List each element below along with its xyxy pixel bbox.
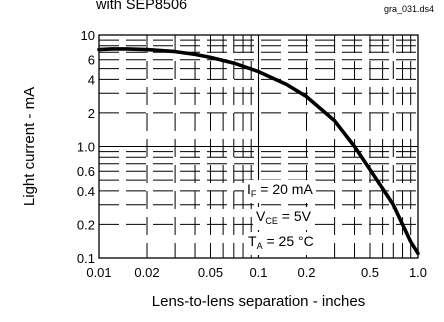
x-tick-label: 0.5 <box>361 265 379 280</box>
x-tick-label: 0.05 <box>198 265 223 280</box>
y-axis-label: Light current - mA <box>21 87 38 206</box>
y-tick-label: 0.2 <box>77 217 95 232</box>
x-axis-label: Lens-to-lens separation - inches <box>152 293 365 310</box>
x-tick-label: 0.02 <box>134 265 159 280</box>
y-tick-label: 0.1 <box>77 251 95 266</box>
x-tick-label: 0.01 <box>86 265 111 280</box>
y-tick-label: 4 <box>88 72 95 87</box>
y-tick-label: 2 <box>88 106 95 121</box>
annotation-ambient-temperature: TA = 25 °C <box>245 232 317 255</box>
x-tick-label: 0.1 <box>249 265 267 280</box>
y-tick-label: 6 <box>88 53 95 68</box>
y-tick-label: 1.0 <box>77 140 95 155</box>
y-tick-label: 10 <box>81 28 95 43</box>
annotation-forward-current: IF = 20 mA <box>244 180 316 203</box>
y-tick-label: 0.4 <box>77 184 95 199</box>
x-tick-label: 0.2 <box>297 265 315 280</box>
y-tick-label: 0.6 <box>77 164 95 179</box>
x-tick-label: 1.0 <box>409 265 427 280</box>
annotation-collector-voltage: VCE = 5V <box>253 207 314 230</box>
